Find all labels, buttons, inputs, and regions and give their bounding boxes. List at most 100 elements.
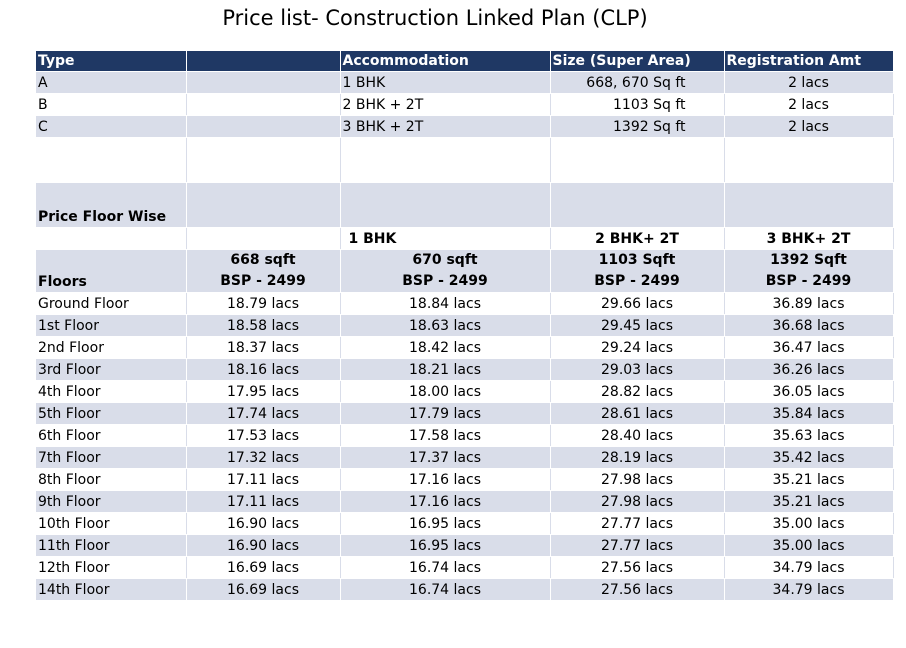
price-670-cell: 18.84 lacs — [340, 292, 551, 315]
price-1392-cell: 35.42 lacs — [724, 446, 894, 469]
floors-label: Floors — [36, 249, 187, 293]
price-1392-cell: 36.89 lacs — [724, 292, 894, 315]
column-header-row: Floors 668 sqft BSP - 2499 670 sqft BSP … — [36, 249, 894, 293]
price-1392-cell: 36.68 lacs — [724, 314, 894, 337]
table-row: 7th Floor 17.32 lacs 17.37 lacs 28.19 lacs 3… — [36, 446, 894, 469]
price-670-cell: 16.95 lacs — [340, 534, 551, 557]
col-bsp: BSP - 2499 — [594, 273, 680, 289]
floor-cell: 9th Floor — [36, 490, 187, 513]
floor-cell: 1st Floor — [36, 314, 187, 337]
table-row: 14th Floor 16.69 lacs 16.74 lacs 27.56 lacs… — [36, 578, 894, 601]
size-cell: 1103 Sq ft — [550, 93, 725, 116]
col-bsp: BSP - 2499 — [402, 273, 488, 289]
price-1392-cell: 36.26 lacs — [724, 358, 894, 381]
spacer-row — [36, 137, 894, 183]
table-row: C 3 BHK + 2T 1392 Sq ft 2 lacs — [36, 115, 894, 138]
price-1103-cell: 27.77 lacs — [550, 534, 725, 557]
price-1103-cell: 27.56 lacs — [550, 578, 725, 601]
price-1103-cell: 27.98 lacs — [550, 468, 725, 491]
price-1392-cell: 35.21 lacs — [724, 490, 894, 513]
size-cell: 1392 Sq ft — [550, 115, 725, 138]
floor-cell: 7th Floor — [36, 446, 187, 469]
accommodation-cell: 1 BHK — [340, 71, 551, 94]
floor-cell: 2nd Floor — [36, 336, 187, 359]
table-row: 3rd Floor 18.16 lacs 18.21 lacs 29.03 lacs 3… — [36, 358, 894, 381]
header-size: Size (Super Area) — [550, 51, 725, 72]
price-1103-cell: 28.82 lacs — [550, 380, 725, 403]
type-cell: C — [36, 115, 187, 138]
table-row: 1st Floor 18.58 lacs 18.63 lacs 29.45 lacs 3… — [36, 314, 894, 337]
price-670-cell: 18.00 lacs — [340, 380, 551, 403]
price-670-cell: 18.21 lacs — [340, 358, 551, 381]
registration-cell: 2 lacs — [724, 93, 894, 116]
price-1103-cell: 28.61 lacs — [550, 402, 725, 425]
floor-cell: 11th Floor — [36, 534, 187, 557]
floor-cell: 6th Floor — [36, 424, 187, 447]
price-1103-cell: 27.77 lacs — [550, 512, 725, 535]
price-670-cell: 16.95 lacs — [340, 512, 551, 535]
price-1103-cell: 27.56 lacs — [550, 556, 725, 579]
price-1103-cell: 29.03 lacs — [550, 358, 725, 381]
floor-cell: 12th Floor — [36, 556, 187, 579]
table-row: 4th Floor 17.95 lacs 18.00 lacs 28.82 lacs 3… — [36, 380, 894, 403]
col-bsp: BSP - 2499 — [220, 273, 306, 289]
table-row: 8th Floor 17.11 lacs 17.16 lacs 27.98 lacs 3… — [36, 468, 894, 491]
price-668-cell: 18.79 lacs — [186, 292, 341, 315]
price-1103-cell: 29.45 lacs — [550, 314, 725, 337]
price-floor-wise-heading: Price Floor Wise — [36, 182, 187, 228]
price-670-cell: 17.79 lacs — [340, 402, 551, 425]
floor-rows: Ground Floor 18.79 lacs 18.84 lacs 29.66 la… — [36, 292, 894, 601]
size-cell: 668, 670 Sq ft — [550, 71, 725, 94]
price-668-cell: 18.16 lacs — [186, 358, 341, 381]
price-1392-cell: 36.05 lacs — [724, 380, 894, 403]
price-668-cell: 17.53 lacs — [186, 424, 341, 447]
header-type: Type — [36, 51, 187, 72]
floor-cell: 5th Floor — [36, 402, 187, 425]
price-668-cell: 16.90 lacs — [186, 512, 341, 535]
page-title: Price list- Construction Linked Plan (CL… — [222, 6, 648, 30]
price-670-cell: 18.63 lacs — [340, 314, 551, 337]
price-670-cell: 16.74 lacs — [340, 556, 551, 579]
registration-cell: 2 lacs — [724, 115, 894, 138]
col-1103: 1103 Sqft BSP - 2499 — [550, 249, 725, 293]
price-1392-cell: 34.79 lacs — [724, 556, 894, 579]
floor-cell: Ground Floor — [36, 292, 187, 315]
price-668-cell: 17.74 lacs — [186, 402, 341, 425]
price-670-cell: 17.16 lacs — [340, 490, 551, 513]
group-1bhk: 1 BHK — [340, 227, 551, 250]
col-1392: 1392 Sqft BSP - 2499 — [724, 249, 894, 293]
col-bsp: BSP - 2499 — [765, 273, 852, 289]
table-row: Ground Floor 18.79 lacs 18.84 lacs 29.66 la… — [36, 292, 894, 315]
col-size: 670 sqft — [412, 252, 478, 268]
price-668-cell: 16.69 lacs — [186, 578, 341, 601]
type-cell: A — [36, 71, 187, 94]
price-668-cell: 18.58 lacs — [186, 314, 341, 337]
group-2bhk: 2 BHK+ 2T — [550, 227, 725, 250]
price-1392-cell: 34.79 lacs — [724, 578, 894, 601]
price-1392-cell: 35.63 lacs — [724, 424, 894, 447]
price-1103-cell: 28.40 lacs — [550, 424, 725, 447]
group-3bhk: 3 BHK+ 2T — [724, 227, 894, 250]
table-row: 6th Floor 17.53 lacs 17.58 lacs 28.40 lacs 3… — [36, 424, 894, 447]
price-668-cell: 17.11 lacs — [186, 490, 341, 513]
type-cell: B — [36, 93, 187, 116]
table-row: 5th Floor 17.74 lacs 17.79 lacs 28.61 lacs 3… — [36, 402, 894, 425]
price-1103-cell: 29.24 lacs — [550, 336, 725, 359]
price-1392-cell: 35.21 lacs — [724, 468, 894, 491]
col-670: 670 sqft BSP - 2499 — [340, 249, 551, 293]
table-row: 11th Floor 16.90 lacs 16.95 lacs 27.77 lacs… — [36, 534, 894, 557]
floor-cell: 10th Floor — [36, 512, 187, 535]
price-1103-cell: 29.66 lacs — [550, 292, 725, 315]
table-row: A 1 BHK 668, 670 Sq ft 2 lacs — [36, 71, 894, 94]
accommodation-cell: 3 BHK + 2T — [340, 115, 551, 138]
price-670-cell: 17.58 lacs — [340, 424, 551, 447]
section-heading-row: Price Floor Wise — [36, 182, 894, 228]
header-accommodation: Accommodation — [340, 51, 551, 72]
accommodation-cell: 2 BHK + 2T — [340, 93, 551, 116]
col-668: 668 sqft BSP - 2499 — [186, 249, 341, 293]
col-size: 668 sqft — [230, 252, 296, 268]
price-table: Type Accommodation Size (Super Area) Reg… — [36, 51, 894, 601]
group-header-row: 1 BHK 2 BHK+ 2T 3 BHK+ 2T — [36, 227, 894, 250]
table-row: B 2 BHK + 2T 1103 Sq ft 2 lacs — [36, 93, 894, 116]
floor-cell: 14th Floor — [36, 578, 187, 601]
